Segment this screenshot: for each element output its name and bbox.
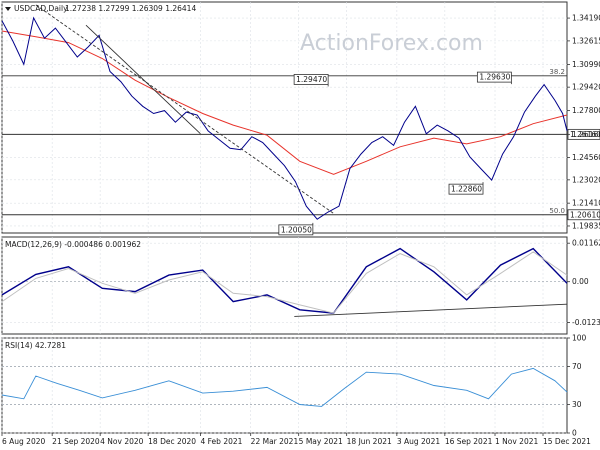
annotation-box [448, 183, 484, 195]
rsi-title: RSI(14) 42.7281 [5, 341, 66, 350]
y-tick-label: 1.23020 [572, 175, 600, 184]
rsi-line [1, 367, 568, 407]
annotation-label: 1.20050 [281, 225, 312, 234]
x-tick-label: 1 Nov 2021 [495, 437, 538, 446]
y-tick-label: 1.19835 [572, 221, 600, 230]
series-layer [1, 4, 568, 407]
fib-level-label: 50.0 [549, 207, 565, 215]
y-tick-label: 70 [572, 362, 582, 371]
x-tick-label: 6 Aug 2020 [2, 437, 45, 446]
annotation-box [293, 74, 329, 85]
annotation-layer: 1.29470 1.29630 1.22860 1.20050 [278, 71, 512, 236]
x-tick-label: 15 Dec 2021 [543, 437, 591, 446]
axis-layer: 6 Aug 2020 21 Sep 2020 4 Nov 2020 18 Dec 20… [1, 14, 600, 446]
macd-title: MACD(12,26,9) -0.000486 0.001962 [5, 240, 141, 249]
macd-signal-line [1, 251, 568, 314]
y-tick-label: 0 [572, 429, 577, 438]
trendline [35, 4, 334, 214]
macd-trendline [294, 303, 568, 317]
price-line [1, 16, 568, 220]
trendline [85, 24, 201, 135]
y-tick-label: 1.34190 [572, 14, 600, 23]
annotation-label: 1.29470 [296, 75, 327, 84]
rsi-panel-frame [1, 337, 568, 434]
x-tick-label: 18 Dec 2020 [148, 437, 196, 446]
fib-price-label: 1.20610 [570, 210, 600, 219]
y-tick-label: 100 [572, 334, 587, 343]
x-tick-label: 22 Mar 2021 [251, 437, 299, 446]
level-layer: 38.2 50.0 1.26160 1.20610 [2, 68, 600, 405]
y-tick-label: 1.26160 [572, 130, 600, 139]
y-tick-label: 1.32615 [572, 36, 600, 45]
fib-level-label: 38.2 [549, 68, 565, 76]
annotation-label: 1.29630 [479, 73, 510, 82]
fib-price-box [567, 209, 600, 221]
y-tick-label: -0.012348 [572, 318, 600, 327]
annotation-label: 1.22860 [451, 185, 482, 194]
x-tick-label: 4 Nov 2020 [100, 437, 143, 446]
y-tick-label: 30 [572, 400, 582, 409]
y-tick-label: 1.27800 [572, 106, 600, 115]
symbol-label: USDCAD,Daily [14, 4, 68, 13]
annotation-box [278, 224, 314, 236]
triangle-down-icon [5, 7, 11, 11]
moving-average-line [1, 30, 568, 175]
watermark-text: ActionForex.com [300, 31, 483, 56]
x-tick-label: 16 Sep 2021 [445, 437, 493, 446]
x-tick-label: 18 Jun 2021 [347, 437, 392, 446]
macd-line [1, 247, 568, 314]
ohlc-values: 1.27238 1.27299 1.26309 1.26414 [65, 4, 196, 13]
y-tick-label: 1.30990 [572, 60, 600, 69]
y-tick-label: 0.00 [572, 277, 589, 286]
y-tick-label: 1.21410 [572, 199, 600, 208]
y-tick-label: 1.24560 [572, 153, 600, 162]
y-tick-label: 1.29420 [572, 83, 600, 92]
x-tick-label: 21 Sep 2020 [52, 437, 100, 446]
x-tick-label: 5 May 2021 [299, 437, 343, 446]
x-tick-label: 3 Aug 2021 [397, 437, 440, 446]
current-price-label: 1.26160 [570, 130, 600, 139]
y-tick-label: 0.011629 [572, 239, 600, 248]
grid-layer [1, 2, 567, 434]
annotation-box [476, 71, 512, 83]
x-tick-label: 4 Feb 2021 [201, 437, 243, 446]
